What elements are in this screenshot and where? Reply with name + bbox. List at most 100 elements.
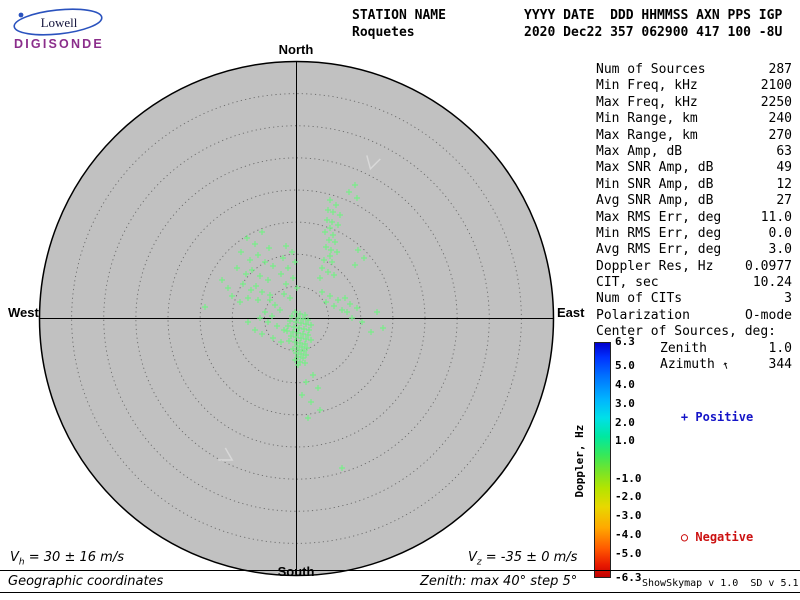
source-marker xyxy=(300,316,306,322)
compass-label-east: East xyxy=(557,305,585,320)
stats-panel: Num of Sources 287 Min Freq, kHz 2100 Max Fr… xyxy=(596,62,792,373)
colorbar-tick-label: 2.0 xyxy=(615,415,635,429)
source-marker xyxy=(259,289,265,295)
source-marker xyxy=(293,350,299,356)
source-marker xyxy=(361,255,367,261)
source-marker xyxy=(317,407,323,413)
footer-divider-line xyxy=(0,570,800,571)
source-marker xyxy=(347,301,353,307)
stat-row: Min Range, km 240 xyxy=(596,111,792,127)
source-marker xyxy=(352,182,358,188)
source-marker xyxy=(294,285,300,291)
source-marker xyxy=(304,345,310,351)
negative-doppler-legend: ○ Negative xyxy=(652,516,753,558)
source-marker xyxy=(321,257,327,263)
source-marker xyxy=(269,313,275,319)
source-marker xyxy=(292,357,298,363)
source-marker xyxy=(335,222,341,228)
colorbar-tick-label: 5.0 xyxy=(615,359,635,373)
stat-label: Min Freq, kHz xyxy=(596,78,698,94)
stat-label: Min Range, km xyxy=(596,111,698,127)
source-marker xyxy=(296,347,302,353)
source-marker xyxy=(300,355,306,361)
source-marker xyxy=(332,239,338,245)
colorbar-tick-label: 4.0 xyxy=(615,378,635,392)
source-marker xyxy=(257,315,263,321)
source-marker xyxy=(248,287,254,293)
source-marker xyxy=(302,360,308,366)
stat-value: 287 xyxy=(768,62,792,77)
source-marker xyxy=(346,189,352,195)
source-marker xyxy=(290,329,296,335)
source-marker xyxy=(238,249,244,255)
source-marker xyxy=(325,269,331,275)
negative-legend-label: Negative xyxy=(695,530,754,544)
colorbar-tick-label: -4.0 xyxy=(615,527,642,541)
stat-row: Center of Sources, deg: xyxy=(596,324,792,340)
colorbar-ticks: 6.3 5.0 4.0 3.0 2.0 1.0 -1.0 -2.0 -3.0 -4.0 -5.0 -6… xyxy=(615,336,655,584)
source-marker xyxy=(267,297,273,303)
source-marker xyxy=(327,253,333,259)
stat-row: Min RMS Err, deg 0.0 xyxy=(596,226,792,242)
source-marker xyxy=(354,305,360,311)
source-marker xyxy=(305,332,311,338)
source-marker xyxy=(317,275,323,281)
source-marker xyxy=(281,291,287,297)
stat-value: 3.0 xyxy=(768,242,792,258)
source-marker xyxy=(283,243,289,249)
source-marker xyxy=(295,354,301,360)
source-marker xyxy=(296,325,302,331)
source-marker xyxy=(295,330,301,336)
doppler-colorbar xyxy=(594,342,611,578)
stat-value: 0.0 xyxy=(768,225,792,241)
source-marker xyxy=(284,328,290,334)
stat-label: Azimuth xyxy=(660,357,715,373)
source-marker xyxy=(302,312,308,318)
source-marker xyxy=(337,212,343,218)
source-marker xyxy=(342,295,348,301)
source-marker xyxy=(323,244,329,250)
source-marker xyxy=(380,325,386,331)
source-marker xyxy=(280,255,286,261)
source-marker xyxy=(283,281,289,287)
colorbar-tick-label: -1.0 xyxy=(615,471,642,485)
source-marker xyxy=(257,273,263,279)
azimuth-arrow-icon: ↑ xyxy=(719,357,731,373)
source-marker xyxy=(297,311,303,317)
stat-value: 240 xyxy=(768,111,792,127)
source-marker xyxy=(324,217,330,223)
source-marker xyxy=(293,319,299,325)
stat-label: Max RMS Err, deg xyxy=(596,209,722,225)
source-marker xyxy=(285,323,291,329)
colorbar-tick-label: -3.0 xyxy=(615,509,642,523)
source-marker xyxy=(328,247,334,253)
source-marker xyxy=(292,309,298,315)
source-marker xyxy=(344,309,350,315)
compass-label-south: South xyxy=(277,564,315,579)
source-marker xyxy=(327,293,333,299)
source-marker xyxy=(303,379,309,385)
source-marker xyxy=(359,319,365,325)
source-marker xyxy=(298,351,304,357)
source-marker xyxy=(368,329,374,335)
source-marker xyxy=(295,362,301,368)
source-marker xyxy=(329,219,335,225)
source-marker xyxy=(225,285,231,291)
source-marker xyxy=(286,338,292,344)
coordinates-note: Geographic coordinates xyxy=(8,574,164,589)
source-marker xyxy=(255,252,261,258)
source-marker xyxy=(278,339,284,345)
source-marker xyxy=(291,324,297,330)
source-marker xyxy=(252,327,258,333)
source-marker xyxy=(202,304,208,310)
source-marker xyxy=(270,335,276,341)
source-marker xyxy=(243,271,249,277)
source-marker xyxy=(355,247,361,253)
stat-value: 49 xyxy=(776,160,792,176)
stat-value: 2100 xyxy=(760,78,792,94)
stat-value: 0.0977 xyxy=(745,258,792,274)
logo-swoosh-icon xyxy=(13,8,103,36)
source-marker xyxy=(259,229,265,235)
colorbar-tick-label: 6.3 xyxy=(615,335,635,348)
source-marker xyxy=(285,265,291,271)
